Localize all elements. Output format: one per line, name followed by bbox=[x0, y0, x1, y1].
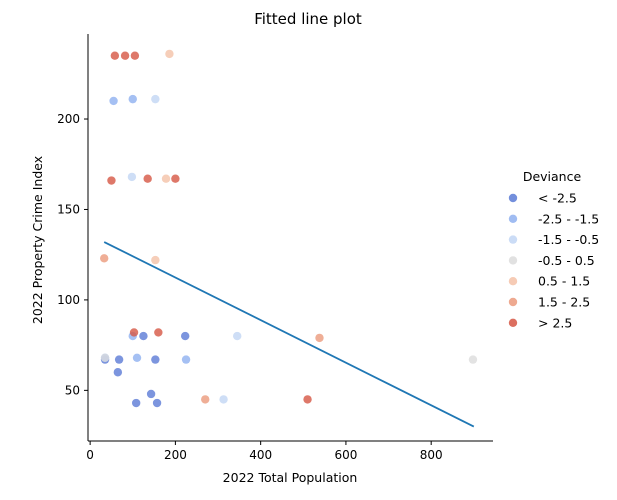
data-point bbox=[120, 51, 130, 60]
legend-marker bbox=[508, 235, 518, 244]
legend-label: -2.5 - -1.5 bbox=[538, 211, 599, 226]
legend-label: > 2.5 bbox=[538, 315, 572, 330]
legend-label: < -2.5 bbox=[538, 191, 577, 206]
x-axis-title: 2022 Total Population bbox=[223, 470, 358, 485]
x-tick-label: 400 bbox=[249, 448, 272, 462]
y-tick-label: 100 bbox=[57, 293, 80, 307]
data-point bbox=[107, 176, 116, 185]
data-point bbox=[132, 353, 142, 362]
legend-marker bbox=[508, 318, 518, 327]
data-point bbox=[128, 94, 137, 104]
data-point bbox=[315, 333, 324, 343]
data-point bbox=[143, 174, 152, 183]
legend: Deviance < -2.5 -2.5 - -1.5 -1.5 - -0.5 -0.… bbox=[508, 169, 599, 330]
data-point bbox=[233, 331, 242, 341]
plot-area: 0 200 400 600 800 50 100 150 200 bbox=[57, 34, 493, 462]
data-point bbox=[131, 398, 141, 408]
legend-label: 1.5 - 2.5 bbox=[538, 295, 590, 310]
data-point bbox=[303, 395, 312, 404]
data-point bbox=[151, 255, 160, 265]
legend-marker bbox=[508, 193, 518, 203]
y-axis-title: 2022 Property Crime Index bbox=[30, 156, 45, 324]
data-point bbox=[100, 353, 110, 362]
y-tick-label: 200 bbox=[57, 112, 80, 126]
data-point bbox=[181, 331, 190, 341]
legend-marker bbox=[508, 256, 518, 265]
data-point bbox=[468, 355, 478, 364]
legend-marker bbox=[508, 297, 518, 307]
data-point bbox=[110, 51, 120, 60]
legend-label: -0.5 - 0.5 bbox=[538, 253, 595, 268]
data-point bbox=[219, 395, 228, 404]
data-point bbox=[181, 355, 191, 364]
chart-title: Fitted line plot bbox=[254, 10, 362, 28]
data-point bbox=[171, 174, 180, 183]
y-tick-label: 150 bbox=[57, 202, 80, 216]
data-point bbox=[154, 328, 163, 337]
data-point bbox=[161, 174, 171, 183]
x-tick-label: 600 bbox=[334, 448, 357, 462]
data-point bbox=[151, 355, 160, 364]
fitted-line bbox=[103, 241, 475, 428]
x-tick-label: 200 bbox=[164, 448, 187, 462]
data-point bbox=[114, 355, 124, 364]
data-point bbox=[151, 94, 160, 104]
y-tick-label: 50 bbox=[65, 383, 80, 397]
legend-marker bbox=[508, 214, 518, 223]
data-point bbox=[127, 172, 137, 182]
data-point bbox=[109, 96, 118, 106]
data-point bbox=[201, 395, 210, 404]
data-point bbox=[152, 398, 162, 408]
x-tick-label: 0 bbox=[86, 448, 94, 462]
data-point bbox=[129, 328, 139, 337]
x-tick-label: 800 bbox=[420, 448, 443, 462]
legend-marker bbox=[508, 277, 518, 286]
legend-title: Deviance bbox=[523, 169, 582, 184]
data-point bbox=[113, 368, 123, 377]
data-point bbox=[130, 51, 140, 60]
data-point bbox=[100, 254, 109, 263]
data-point bbox=[139, 331, 148, 341]
legend-label: 0.5 - 1.5 bbox=[538, 274, 590, 289]
legend-label: -1.5 - -0.5 bbox=[538, 232, 599, 247]
data-point bbox=[165, 49, 174, 59]
data-point bbox=[146, 389, 156, 399]
